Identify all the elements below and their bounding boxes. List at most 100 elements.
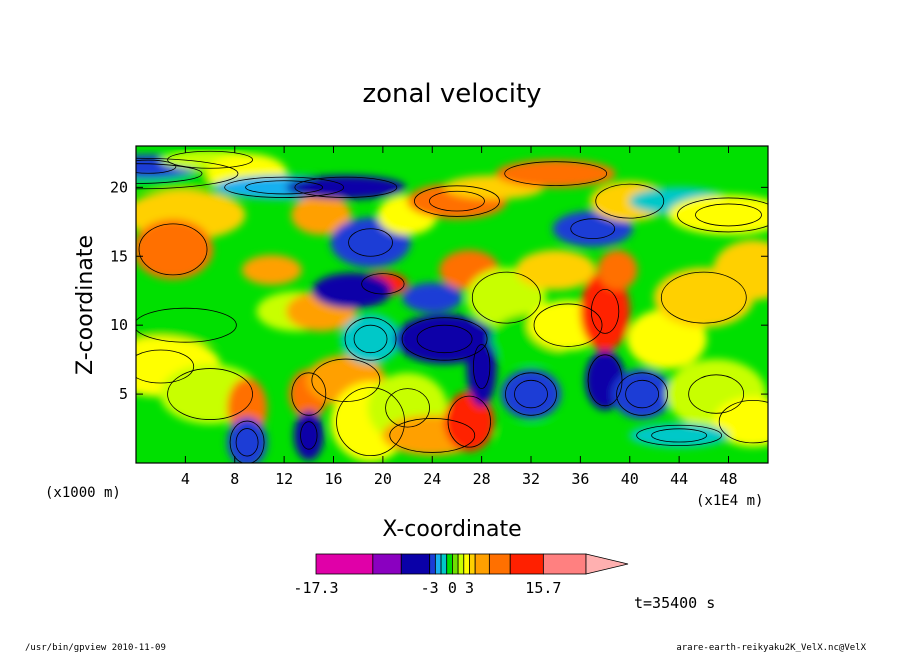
x-tick-label: 32 [522, 470, 540, 488]
contour-line [471, 271, 541, 324]
x-tick-label: 12 [275, 470, 293, 488]
colorbar [315, 553, 629, 575]
x-tick-label: 24 [423, 470, 441, 488]
contour-line [361, 273, 405, 295]
contour-line [389, 418, 476, 453]
contour-line [514, 379, 548, 409]
colorbar-segment [372, 553, 402, 575]
colorbar-segment [469, 553, 476, 575]
time-label: t=35400 s [634, 594, 715, 612]
contour-line [138, 223, 208, 276]
y-tick-label: 15 [110, 247, 128, 265]
colorbar-labels: -17.3 -3 0 3 15.7 [293, 579, 561, 597]
contour-line [136, 349, 195, 384]
y-axis-label: Z-coordinate [73, 235, 98, 375]
contour-line [348, 228, 393, 257]
contour-line [590, 288, 620, 334]
contour-line [718, 400, 768, 444]
contour-line [533, 303, 603, 347]
contour-line [660, 271, 747, 324]
velocity-blob [495, 159, 616, 188]
contour-line [401, 317, 488, 361]
x-tick-label: 8 [230, 470, 239, 488]
colorbar-label: 15.7 [525, 579, 561, 597]
colorbar-segment [457, 553, 465, 575]
x-tick-label: 40 [621, 470, 639, 488]
contour-line [167, 368, 253, 420]
colorbar-segment [315, 553, 374, 575]
velocity-blob [241, 255, 302, 286]
velocity-blob [515, 250, 596, 291]
velocity-blob [136, 219, 214, 280]
contour-line [651, 428, 708, 443]
velocity-blob [340, 313, 401, 364]
y-tick-label: 20 [110, 178, 128, 196]
colorbar-label: -3 [421, 579, 439, 597]
colorbar-segment [463, 553, 470, 575]
contour-line [245, 180, 324, 195]
contour-line [472, 344, 491, 389]
x-tick-label: 20 [374, 470, 392, 488]
velocity-blobs [136, 149, 768, 463]
contour-line [300, 421, 318, 450]
velocity-blob [227, 417, 268, 463]
colorbar-segment [446, 553, 453, 575]
x-tick-label: 48 [719, 470, 737, 488]
contour-line [416, 324, 473, 354]
velocity-blob [668, 194, 768, 235]
contour-line [294, 176, 398, 198]
x-unit-left: (x1000 m) [45, 485, 121, 501]
x-axis-ticks: 4 8 12 16 20 24 28 32 36 40 44 48 [181, 146, 738, 488]
velocity-blob [501, 369, 561, 420]
contour-line [570, 218, 616, 239]
velocity-blob [402, 282, 463, 313]
colorbar-label: -17.3 [293, 579, 338, 597]
contour-line [224, 176, 345, 198]
contour-line [688, 374, 745, 414]
footer-left: /usr/bin/gpview 2010-11-09 [25, 643, 166, 653]
velocity-blob [580, 271, 631, 352]
contour-line [636, 424, 723, 447]
contour-line [385, 388, 430, 428]
velocity-blob [612, 369, 673, 420]
x-tick-label: 28 [473, 470, 491, 488]
contour-line [235, 428, 259, 457]
contour-line [625, 379, 659, 409]
contour-line [695, 203, 762, 227]
contour-line [677, 197, 768, 233]
velocity-blob [629, 423, 730, 448]
contour-line [587, 354, 623, 407]
velocity-blob [444, 391, 495, 452]
x-tick-label: 36 [571, 470, 589, 488]
velocity-blob [293, 410, 324, 461]
colorbar-segment [452, 553, 459, 575]
footer-right: arare-earth-reikyaku2K_VelX.nc@VelX [676, 643, 866, 653]
contour-line [229, 420, 265, 463]
colorbar-arrow [585, 553, 629, 575]
contour-line [353, 324, 388, 354]
colorbar-segment [474, 553, 490, 575]
velocity-field [136, 146, 768, 463]
velocity-blob [312, 272, 393, 309]
y-tick-label: 5 [119, 385, 128, 403]
contour-line [136, 163, 203, 184]
x-tick-label: 16 [324, 470, 342, 488]
contour-line [595, 183, 665, 219]
contour-line [504, 161, 608, 186]
y-axis-ticks: 5 10 15 20 [110, 178, 768, 403]
colorbar-label: 0 [448, 579, 457, 597]
contour-line [429, 190, 485, 212]
plot-frame [135, 145, 769, 464]
colorbar-label: 3 [465, 579, 474, 597]
contour-line [136, 307, 237, 343]
colorbar-segment [400, 553, 431, 575]
colorbar-segment [434, 553, 442, 575]
contour-line [167, 150, 253, 169]
colorbar-segment [488, 553, 511, 575]
contour-line [505, 372, 557, 416]
velocity-blob [495, 423, 616, 448]
contour-lines [136, 150, 768, 463]
chart-title: zonal velocity [362, 79, 541, 109]
colorbar-segment [440, 553, 448, 575]
